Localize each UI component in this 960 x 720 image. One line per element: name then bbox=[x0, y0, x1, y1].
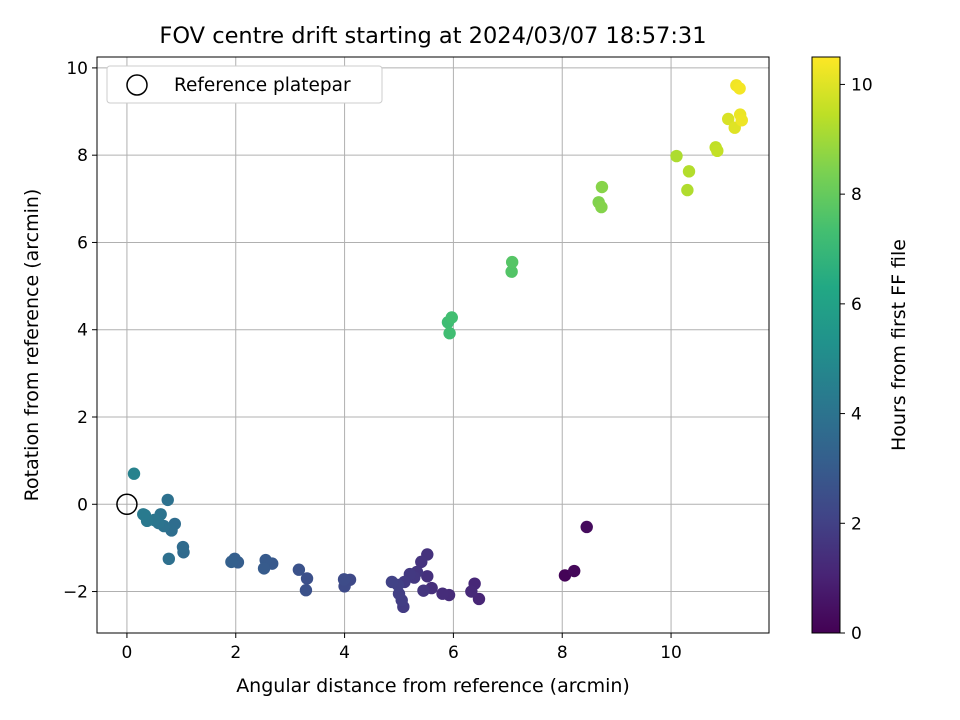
colorbar-label: Hours from first FF file bbox=[888, 239, 910, 451]
x-tick-label: 0 bbox=[122, 643, 133, 663]
reference-platepar-marker bbox=[116, 493, 138, 516]
scatter-point bbox=[465, 585, 478, 598]
scatter-point bbox=[417, 584, 430, 597]
scatter-point bbox=[670, 149, 683, 163]
legend-frame bbox=[106, 65, 383, 104]
scatter-point bbox=[176, 540, 190, 554]
scatter-point bbox=[472, 592, 486, 606]
scatter-point bbox=[162, 552, 176, 566]
colorbar-tick-label: 4 bbox=[851, 405, 862, 425]
plot-frame bbox=[96, 56, 770, 634]
y-tick-label: 8 bbox=[77, 146, 88, 166]
y-tick-label: 2 bbox=[77, 408, 88, 428]
y-tick-label: 10 bbox=[66, 59, 88, 79]
scatter-point bbox=[292, 563, 306, 576]
scatter-point bbox=[681, 183, 694, 197]
scatter-point bbox=[721, 112, 735, 126]
colorbar-tick-label: 10 bbox=[851, 75, 873, 95]
x-tick-label: 6 bbox=[448, 643, 459, 663]
colorbar-gradient bbox=[811, 56, 841, 634]
scatter-point bbox=[443, 327, 456, 340]
scatter-point bbox=[385, 575, 399, 589]
chart-title: FOV centre drift starting at 2024/03/07 … bbox=[159, 23, 706, 49]
colorbar-ticks: 0 2 4 6 8 10 bbox=[840, 75, 873, 644]
scatter-point bbox=[436, 587, 449, 600]
x-tick-label: 8 bbox=[557, 643, 568, 663]
y-axis-ticks: −2 0 2 4 6 8 10 bbox=[63, 59, 97, 603]
scatter-points bbox=[127, 79, 748, 614]
scatter-point bbox=[505, 255, 519, 269]
scatter-point bbox=[558, 569, 572, 582]
y-tick-label: 4 bbox=[77, 321, 88, 341]
x-tick-label: 10 bbox=[660, 643, 682, 663]
scatter-point bbox=[595, 180, 609, 194]
scatter-point bbox=[580, 520, 593, 534]
legend: Reference platepar bbox=[106, 65, 383, 104]
legend-marker-circle-icon bbox=[126, 74, 148, 96]
scatter-point bbox=[127, 467, 141, 480]
scatter-point bbox=[445, 311, 458, 324]
colorbar-tick-label: 2 bbox=[851, 514, 862, 534]
scatter-point bbox=[225, 555, 238, 569]
scatter-point bbox=[161, 493, 174, 507]
scatter-point bbox=[682, 165, 696, 178]
colorbar-tick-label: 6 bbox=[851, 295, 862, 315]
y-tick-label: 6 bbox=[77, 233, 88, 253]
reference-point bbox=[116, 493, 138, 516]
scatter-point bbox=[415, 555, 428, 569]
x-axis-ticks: 0 2 4 6 8 10 bbox=[122, 633, 682, 663]
legend-entry-label: Reference platepar bbox=[174, 75, 351, 96]
scatter-point bbox=[733, 82, 746, 95]
x-tick-label: 4 bbox=[339, 643, 350, 663]
grid bbox=[97, 57, 769, 633]
scatter-point bbox=[421, 570, 434, 583]
scatter-point bbox=[595, 200, 608, 214]
scatter-point bbox=[137, 508, 150, 521]
scatter-point bbox=[711, 144, 724, 158]
y-tick-label: 0 bbox=[77, 495, 88, 515]
y-tick-label: −2 bbox=[63, 583, 88, 603]
colorbar-tick-label: 8 bbox=[851, 185, 862, 205]
scatter-point bbox=[337, 573, 351, 586]
colorbar-tick-label: 0 bbox=[851, 624, 862, 644]
scatter-point bbox=[300, 572, 314, 585]
scatter-point bbox=[568, 564, 581, 578]
plot-area: 0 2 4 6 8 10 −2 0 2 4 6 8 10 bbox=[63, 56, 770, 663]
x-axis-label: Angular distance from reference (arcmin) bbox=[236, 675, 630, 697]
colorbar: 0 2 4 6 8 10 Hours from first FF file bbox=[811, 56, 910, 644]
plot-background bbox=[97, 57, 769, 633]
scatter-point bbox=[735, 114, 748, 127]
scatter-point bbox=[257, 562, 271, 575]
scatter-point bbox=[505, 265, 518, 278]
scatter-point bbox=[299, 584, 313, 597]
y-axis-label: Rotation from reference (arcmin) bbox=[21, 189, 43, 502]
x-tick-label: 2 bbox=[230, 643, 241, 663]
